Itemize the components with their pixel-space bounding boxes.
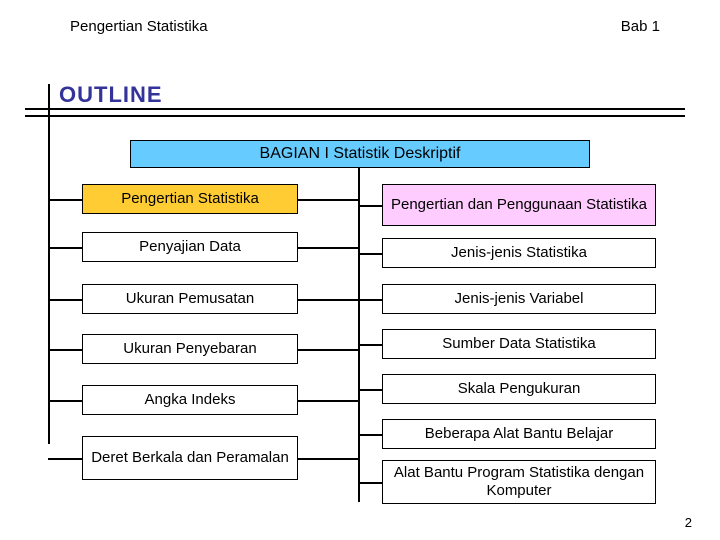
right-box-1: Jenis-jenis Statistika <box>382 238 656 268</box>
right-box-3: Sumber Data Statistika <box>382 329 656 359</box>
left-box-4: Angka Indeks <box>82 385 298 415</box>
left-box-3: Ukuran Penyebaran <box>82 334 298 364</box>
page-number: 2 <box>685 515 692 530</box>
left-box-0: Pengertian Statistika <box>82 184 298 214</box>
connector-right-0 <box>358 205 382 207</box>
connector-right-6 <box>358 482 382 484</box>
header-title: Pengertian Statistika <box>70 18 208 35</box>
right-box-2: Jenis-jenis Variabel <box>382 284 656 314</box>
right-box-4: Skala Pengukuran <box>382 374 656 404</box>
connector-right-3 <box>358 344 382 346</box>
decorative-line-top <box>25 108 685 110</box>
connector-left-to-mid-2 <box>298 299 358 301</box>
connector-right-2 <box>358 299 382 301</box>
left-box-2: Ukuran Pemusatan <box>82 284 298 314</box>
outline-label: OUTLINE <box>55 82 167 108</box>
connector-left-5 <box>48 458 82 460</box>
connector-left-0 <box>48 199 82 201</box>
connector-left-3 <box>48 349 82 351</box>
connector-left-to-mid-0 <box>298 199 358 201</box>
connector-left-2 <box>48 299 82 301</box>
header-chapter: Bab 1 <box>621 18 660 35</box>
connector-left-4 <box>48 400 82 402</box>
right-box-0: Pengertian dan Penggunaan Statistika <box>382 184 656 226</box>
tree-trunk-line <box>48 84 50 444</box>
connector-left-to-mid-1 <box>298 247 358 249</box>
right-box-5: Beberapa Alat Bantu Belajar <box>382 419 656 449</box>
connector-right-1 <box>358 253 382 255</box>
connector-left-to-mid-5 <box>298 458 358 460</box>
connector-left-to-mid-4 <box>298 400 358 402</box>
connector-right-4 <box>358 389 382 391</box>
bagian-box: BAGIAN I Statistik Deskriptif <box>130 140 590 168</box>
left-box-5: Deret Berkala dan Peramalan <box>82 436 298 480</box>
left-box-1: Penyajian Data <box>82 232 298 262</box>
tree-mid-line <box>358 162 360 502</box>
connector-left-to-mid-3 <box>298 349 358 351</box>
connector-right-5 <box>358 434 382 436</box>
connector-left-1 <box>48 247 82 249</box>
decorative-line-bottom <box>25 115 685 117</box>
right-box-6: Alat Bantu Program Statistika dengan Kom… <box>382 460 656 504</box>
